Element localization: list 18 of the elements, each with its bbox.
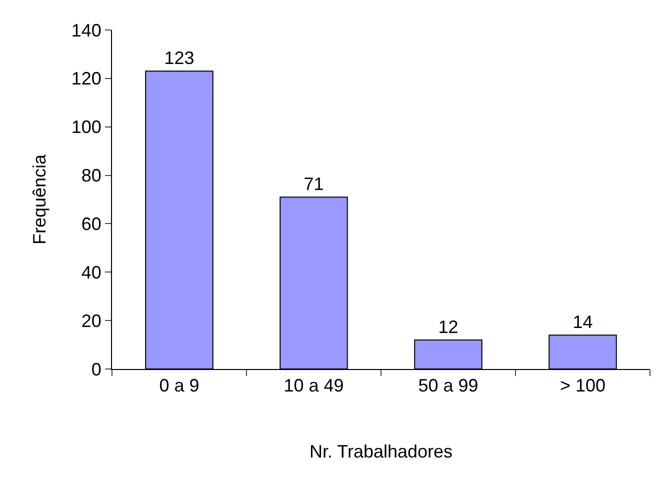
data-label: 14	[572, 312, 593, 332]
x-tick-label: > 100	[560, 376, 606, 396]
y-tick-label: 120	[71, 68, 102, 89]
x-tick-label: 10 a 49	[284, 376, 344, 396]
y-tick-label: 60	[81, 214, 102, 234]
y-tick-label: 140	[71, 20, 102, 40]
y-axis-title: Frequência	[30, 153, 50, 245]
y-tick-label: 100	[71, 117, 102, 138]
y-tick-label: 40	[81, 262, 102, 282]
x-tick-label: 0 a 9	[159, 376, 200, 396]
data-label: 12	[438, 316, 458, 337]
y-tick-label: 80	[81, 166, 102, 186]
y-tick-label: 0	[91, 359, 102, 380]
data-label: 123	[164, 48, 194, 68]
x-axis-title: Nr. Trabalhadores	[309, 442, 453, 462]
data-label: 71	[304, 174, 324, 194]
y-tick-label: 20	[81, 310, 102, 331]
x-tick-label: 50 a 99	[418, 376, 478, 396]
